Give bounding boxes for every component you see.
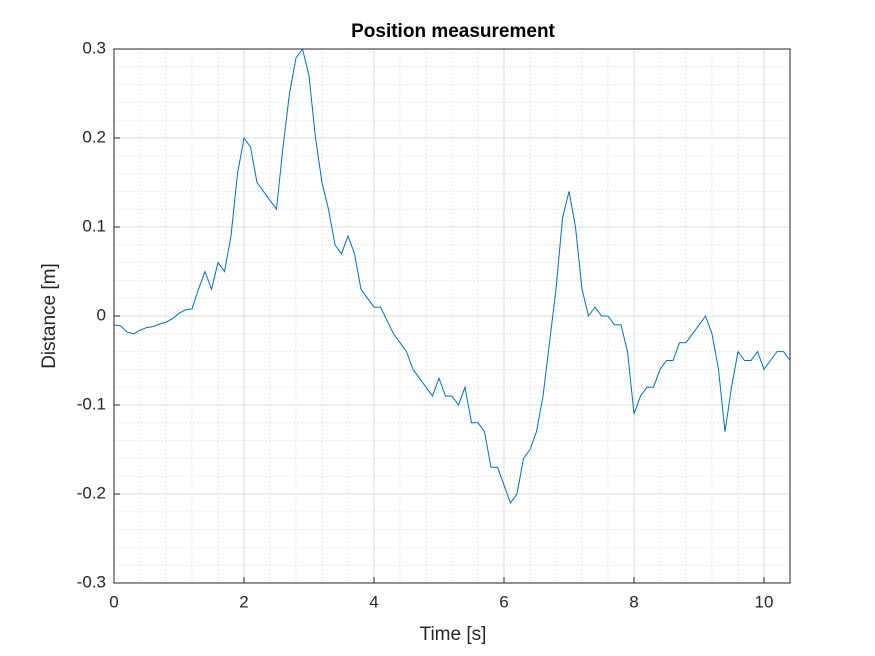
y-tick-label: 0.2 — [82, 127, 106, 146]
x-tick-label: 4 — [369, 592, 378, 611]
axes-box — [113, 48, 791, 584]
x-tick-label: 0 — [109, 592, 118, 611]
x-axis-label: Time [s] — [420, 624, 487, 645]
x-tick-label: 10 — [755, 592, 774, 611]
chart-title: Position measurement — [351, 21, 555, 42]
y-tick-label: 0.3 — [82, 38, 106, 57]
y-tick-label: 0.1 — [82, 216, 106, 235]
x-tick-label: 8 — [629, 592, 638, 611]
x-tick-label: 6 — [499, 592, 508, 611]
x-tick-label: 2 — [239, 592, 248, 611]
y-tick-label: 0 — [97, 305, 106, 324]
y-tick-label: -0.3 — [77, 572, 106, 591]
y-tick-label: -0.2 — [77, 483, 106, 502]
y-axis-label: Distance [m] — [39, 263, 60, 369]
y-tick-label: -0.1 — [77, 394, 106, 413]
data-line — [113, 47, 791, 504]
